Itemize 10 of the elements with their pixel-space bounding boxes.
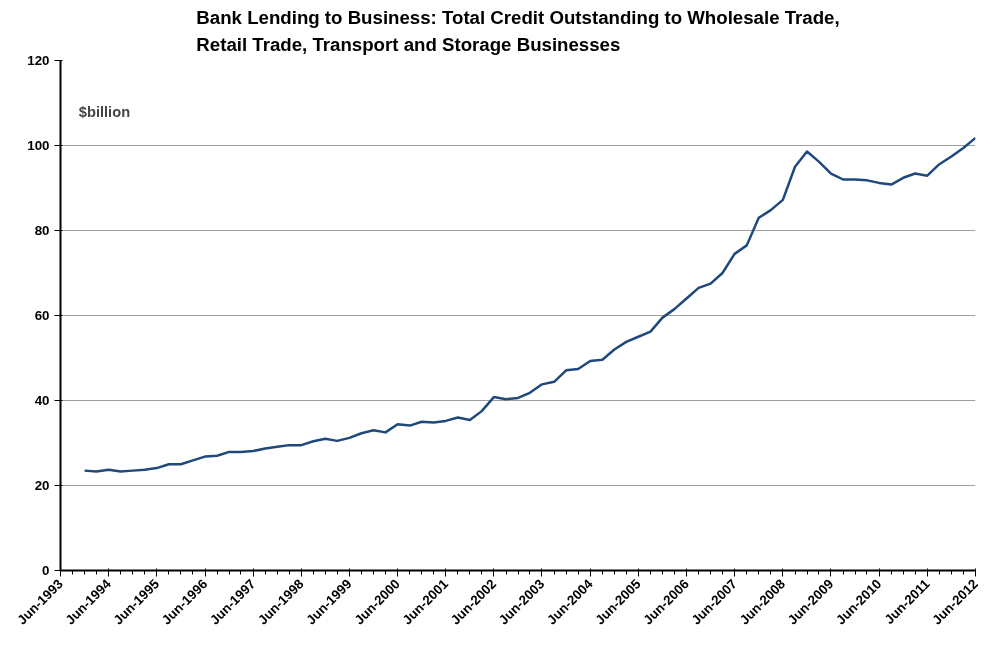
y-tick-label: 80 bbox=[34, 223, 50, 238]
chart-title: Bank Lending to Business: Total Credit Outstanding to Wholesale Trade, Retail Trade, Transport and Storage Businesses bbox=[196, 7, 840, 56]
line-series bbox=[83, 136, 976, 473]
annotation: $billion bbox=[78, 103, 131, 120]
y-tick-label: 60 bbox=[34, 308, 50, 323]
y-tick-label: 100 bbox=[27, 138, 50, 153]
y-tick-label: 0 bbox=[42, 563, 50, 578]
y-tick-label: 20 bbox=[34, 478, 50, 493]
y-tick-label: 40 bbox=[34, 393, 50, 408]
y-tick-label: 120 bbox=[27, 53, 50, 68]
